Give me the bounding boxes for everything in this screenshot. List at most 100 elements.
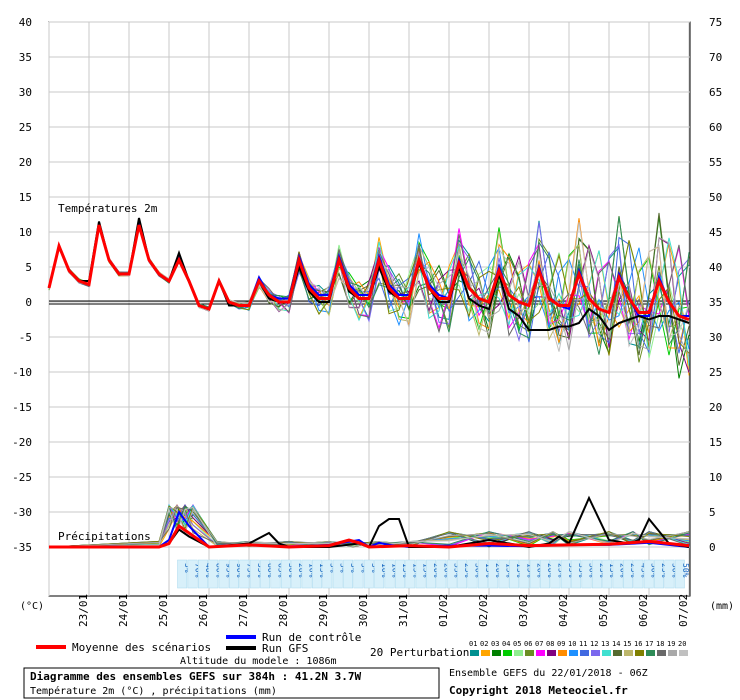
probability-cell: [280, 559, 291, 589]
legend-perturbations-label: 20 Perturbations: [370, 646, 476, 659]
footer-subtitle: Température 2m (°C) , précipitations (mm…: [30, 685, 277, 697]
temperature-tick-label: -15: [12, 401, 32, 414]
probability-cell: [581, 559, 592, 589]
temperature-tick-label: -20: [12, 436, 32, 449]
footer-title: Diagramme des ensembles GEFS sur 384h : …: [30, 670, 362, 683]
probability-strip: 5%70%40%80%95%90%75%55%60%65%30%20%10%15…: [177, 559, 690, 589]
temperature-axis-labels: 40 35 30 25 20 15 10 5 0 -5 -10 -15 -20 -25 -30 -35: [12, 16, 32, 554]
perturbation-number: 07: [535, 640, 543, 648]
footer-title-box: [23, 667, 440, 699]
date-tick-label: 25/01: [157, 594, 170, 627]
perturbation-swatch: [646, 650, 655, 656]
perturbation-swatch: [613, 650, 622, 656]
date-tick-label: 01/02: [437, 594, 450, 627]
probability-cell: [674, 559, 685, 589]
temperature-tick-label: 10: [19, 226, 32, 239]
date-tick-label: 06/02: [637, 594, 650, 627]
precipitation-tick-label: 75: [709, 16, 722, 29]
precipitation-tick-label: 45: [709, 226, 722, 239]
probability-cell: [529, 559, 540, 589]
probability-cell: [343, 559, 353, 589]
perturbation-number: 03: [491, 640, 499, 648]
probability-cell: [353, 559, 364, 589]
probability-cell: [633, 559, 644, 589]
probability-cell: [602, 559, 613, 589]
probability-cell: [394, 559, 405, 589]
probability-cell: [177, 559, 188, 589]
perturbation-number: 09: [557, 640, 565, 648]
perturbation-number: 10: [568, 640, 576, 648]
probability-cell: [291, 559, 302, 589]
probability-cell: [519, 559, 530, 589]
temperature-tick-label: 35: [19, 51, 32, 64]
probability-cell: [571, 559, 582, 589]
probability-cell: [249, 559, 260, 589]
probability-cell: [218, 559, 229, 589]
date-tick-label: 26/01: [197, 594, 210, 627]
probability-cell: [560, 559, 571, 589]
probability-cell: [405, 559, 416, 589]
perturbation-number: 15: [623, 640, 631, 648]
precipitation-tick-label: 30: [709, 331, 722, 344]
perturbation-number: 12: [590, 640, 598, 648]
perturbation-number: 05: [513, 640, 521, 648]
probability-cell: [208, 559, 219, 589]
ensemble-precip-line: [48, 506, 690, 548]
perturbation-swatch: [679, 650, 688, 656]
perturbation-number: 16: [634, 640, 642, 648]
temperature-section-label: Températures 2m: [58, 202, 158, 215]
main-series-lines: [47, 217, 690, 549]
date-tick-label: 28/01: [277, 594, 290, 627]
probability-cell: [187, 559, 198, 589]
date-tick-label: 03/02: [517, 594, 530, 627]
probability-cell: [415, 559, 426, 589]
legend-gfs-label: Run GFS: [262, 642, 308, 655]
probability-cell: [312, 559, 322, 589]
ensemble-run-info: Ensemble GEFS du 22/01/2018 - 06Z: [449, 668, 648, 679]
perturbation-number: 06: [524, 640, 532, 648]
precipitation-tick-label: 35: [709, 296, 722, 309]
probability-cell: [363, 559, 374, 589]
temperature-tick-label: 30: [19, 86, 32, 99]
precipitation-tick-label: 55: [709, 156, 722, 169]
probability-cell: [239, 559, 250, 589]
precipitation-tick-label: 50: [709, 191, 722, 204]
probability-value: 50%: [681, 563, 690, 578]
perturbation-swatch: [547, 650, 556, 656]
perturbation-swatch: [602, 650, 611, 656]
perturbation-number: 02: [480, 640, 488, 648]
precipitation-series-line: [49, 523, 690, 549]
perturbation-swatch: [470, 650, 479, 656]
perturbation-number: 01: [469, 640, 477, 648]
precipitation-tick-label: 5: [709, 506, 716, 519]
probability-cell: [664, 559, 675, 589]
legend-mean-label: Moyenne des scénarios: [72, 641, 211, 654]
perturbation-swatch: [503, 650, 512, 656]
date-tick-label: 31/01: [397, 594, 410, 627]
probability-cell: [623, 559, 633, 589]
probability-cell: [509, 559, 519, 589]
probability-cell: [332, 559, 343, 589]
temperature-tick-label: -35: [12, 541, 32, 554]
precipitation-unit: (mm): [710, 601, 734, 612]
probability-cell: [488, 559, 499, 589]
perturbation-swatch: [624, 650, 633, 656]
probability-cell: [540, 559, 550, 589]
date-tick-label: 23/01: [77, 594, 90, 627]
perturbation-number: 19: [667, 640, 675, 648]
probability-cell: [436, 559, 447, 589]
temperature-tick-label: -10: [12, 366, 32, 379]
precipitation-tick-label: 25: [709, 366, 722, 379]
probability-cell: [270, 559, 281, 589]
date-tick-label: 24/01: [117, 594, 130, 627]
temperature-tick-label: 20: [19, 156, 32, 169]
perturbation-swatch: [668, 650, 677, 656]
temperature-tick-label: 15: [19, 191, 32, 204]
probability-cell: [301, 559, 312, 589]
perturbation-number: 20: [678, 640, 686, 648]
model-altitude: Altitude du modele : 1086m: [180, 656, 337, 667]
perturbation-number: 08: [546, 640, 554, 648]
probability-cell: [229, 559, 239, 589]
perturbation-swatches: 01 02 03 04 05 06 07 08 09 10 11 12 13 14 15 16 17 18 19 20: [469, 640, 688, 656]
